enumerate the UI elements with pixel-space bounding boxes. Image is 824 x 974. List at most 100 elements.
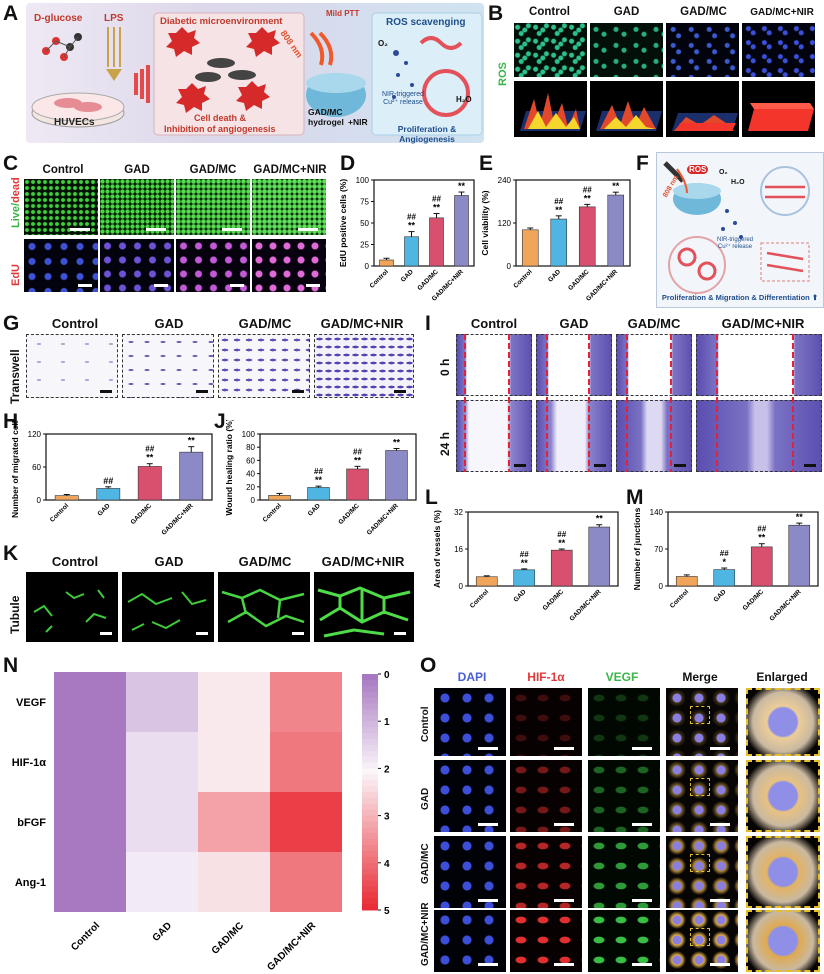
label-h2o-f: H₂O bbox=[731, 179, 745, 186]
x-tick-label: GAD bbox=[512, 588, 527, 603]
ros-3d-control bbox=[514, 81, 587, 137]
bar-3 bbox=[454, 195, 469, 267]
colorbar-segment bbox=[362, 886, 378, 893]
ros-image-gadmc bbox=[666, 23, 739, 77]
significance-star: ** bbox=[596, 514, 604, 524]
x-tick-label: GAD bbox=[712, 588, 727, 603]
wound-edge-line bbox=[716, 334, 718, 472]
colorbar-segment bbox=[362, 904, 378, 911]
colorbar-segment bbox=[362, 803, 378, 811]
col-header-i-gad: GAD bbox=[559, 316, 589, 331]
transwell-control bbox=[26, 334, 118, 398]
heatmap-n: VEGF HIF-1α bFGF Ang-1 Control GAD GAD/MC GAD/M… bbox=[12, 670, 390, 973]
y-axis-label: Wound healing ratio (%) bbox=[224, 420, 234, 516]
col-header-b-gadmc: GAD/MC bbox=[680, 6, 727, 18]
scale-bar bbox=[478, 823, 498, 826]
heatmap-row-label: bFGF bbox=[17, 817, 46, 829]
colorbar-tick-label: 2 bbox=[384, 764, 390, 775]
significance-star: ** bbox=[612, 181, 620, 191]
panel-letter-j: J bbox=[214, 410, 226, 433]
heatmap-cell bbox=[126, 732, 198, 792]
wound-0h-control bbox=[456, 334, 532, 396]
live-dead-control bbox=[24, 179, 98, 235]
heatmap-cell bbox=[270, 732, 342, 792]
label-nir-release-2: Cu²⁺ release bbox=[383, 99, 423, 106]
colorbar-segment bbox=[362, 768, 378, 775]
panel-letter-b: B bbox=[488, 2, 504, 25]
panel-letter-f: F bbox=[636, 152, 649, 175]
y-tick-label: 25 bbox=[360, 241, 369, 250]
bar-3 bbox=[588, 526, 611, 587]
scale-bar bbox=[100, 390, 112, 393]
col-header-i-control: Control bbox=[470, 316, 518, 331]
significance-hash: ## bbox=[432, 195, 441, 204]
scale-bar bbox=[710, 899, 730, 902]
label-d-glucose: D-glucose bbox=[34, 13, 83, 24]
ros-image-gadmcnir bbox=[742, 23, 815, 77]
label-nir-f-2: Cu²⁺ release bbox=[717, 244, 753, 250]
heatmap-cell bbox=[54, 672, 126, 732]
heatmap-cell bbox=[198, 732, 270, 792]
colorbar-segment bbox=[362, 845, 378, 852]
panel-letter-a: A bbox=[3, 2, 19, 25]
col-header-k-gadmcnir: GAD/MC+NIR bbox=[321, 554, 405, 569]
significance-star: ** bbox=[433, 203, 441, 213]
label-prolif: Proliferation & Angiogenesis bbox=[397, 124, 457, 144]
scale-bar bbox=[632, 899, 652, 902]
significance-star: ** bbox=[188, 436, 196, 446]
edu-gadmc bbox=[176, 239, 250, 292]
bar-2 bbox=[137, 466, 162, 501]
scale-bar bbox=[292, 632, 304, 635]
live-dead-gadmcnir bbox=[252, 179, 326, 235]
schematic-a: D-glucose LPS HUVECs Diabetic microenvir… bbox=[26, 3, 484, 144]
live-dead-gadmc bbox=[176, 179, 250, 235]
colorbar-segment bbox=[362, 703, 378, 710]
x-tick-label: GAD/MC bbox=[742, 588, 766, 612]
bar-3 bbox=[788, 524, 811, 587]
x-tick-label: GAD/MC bbox=[130, 502, 154, 526]
x-tick-label: Control bbox=[669, 588, 690, 609]
fluorescence-tile bbox=[666, 760, 738, 832]
colorbar-segment bbox=[362, 780, 378, 787]
col-header-o-enlarged: Enlarged bbox=[756, 670, 808, 684]
significance-hash: ## bbox=[554, 197, 563, 206]
label-lps: LPS bbox=[104, 13, 124, 24]
heatmap-cell bbox=[270, 852, 342, 912]
label-nir-release-1: NIR-triggered bbox=[382, 91, 425, 98]
y-axis-label: EdU positive cells (%) bbox=[338, 179, 348, 267]
x-tick-label: GAD/MC bbox=[337, 502, 361, 526]
colorbar-segment bbox=[362, 679, 378, 687]
scale-bar bbox=[196, 632, 208, 635]
scale-bar bbox=[196, 390, 208, 393]
scale-bar bbox=[394, 390, 406, 393]
ros-3d-gad bbox=[590, 81, 663, 137]
wound-24h-gad bbox=[536, 400, 612, 472]
wound-edge-line bbox=[626, 334, 628, 472]
heatmap-row-label: HIF-1α bbox=[12, 757, 47, 769]
y-tick-label: 75 bbox=[360, 198, 369, 207]
panel-letter-i: I bbox=[425, 312, 431, 335]
colorbar-segment bbox=[362, 868, 378, 876]
label-hydrogel-2: hydrogel bbox=[308, 117, 344, 127]
fluorescence-tile bbox=[746, 760, 820, 832]
bar-2 bbox=[578, 206, 596, 267]
heatmap-cell bbox=[54, 792, 126, 852]
col-header-b-gadmcnir: GAD/MC+NIR bbox=[750, 7, 814, 18]
colorbar-segment bbox=[362, 862, 378, 870]
fluorescence-tile bbox=[666, 910, 738, 972]
row-label-transwell: Transwell bbox=[8, 349, 22, 404]
live-dead-gad bbox=[100, 179, 174, 235]
heatmap-row-label: VEGF bbox=[16, 697, 46, 709]
significance-star: ** bbox=[393, 438, 401, 448]
significance-hash: ## bbox=[583, 185, 592, 194]
significance-hash: ## bbox=[353, 447, 362, 456]
colorbar-segment bbox=[362, 744, 378, 752]
label-nir-f-1: NIR-triggered bbox=[717, 237, 754, 243]
significance-hash: ## bbox=[520, 550, 529, 559]
scale-bar bbox=[710, 823, 730, 826]
label-nir-plus: +NIR bbox=[348, 117, 368, 127]
significance-hash: ## bbox=[720, 549, 729, 558]
label-o2-f: O₂ bbox=[719, 169, 728, 176]
bar-1 bbox=[513, 569, 536, 587]
panel-letter-m: M bbox=[626, 486, 644, 509]
